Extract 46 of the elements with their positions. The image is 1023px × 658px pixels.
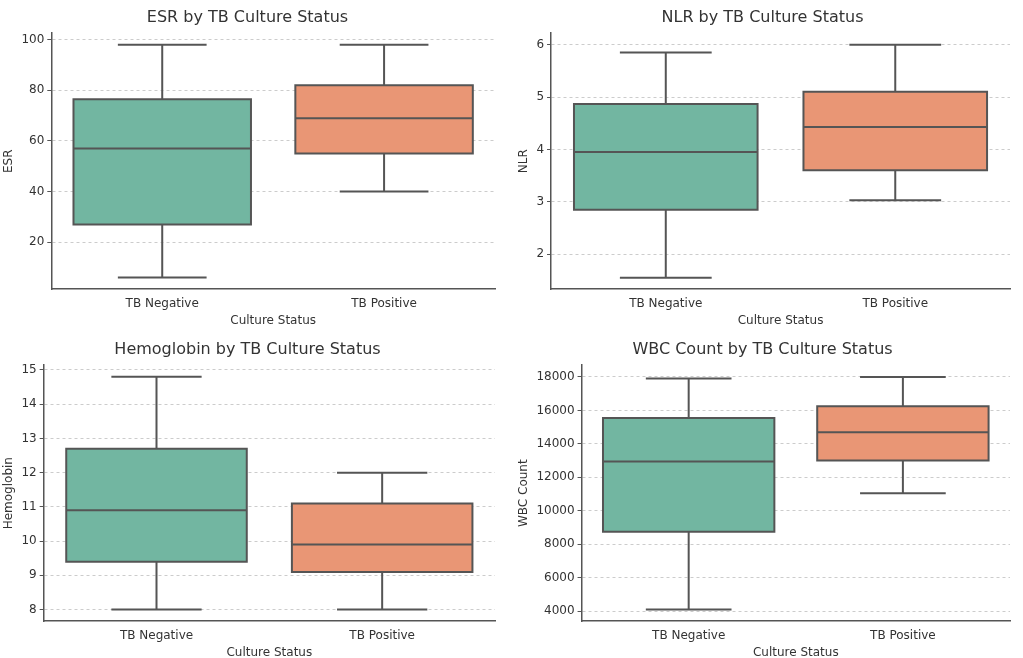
y-tick-label: 3	[536, 193, 545, 208]
y-tick-label: 2	[536, 246, 545, 261]
y-tick-label: 60	[29, 133, 45, 148]
y-tick-label: 100	[21, 31, 45, 46]
y-tick-label: 4000	[544, 603, 575, 618]
y-tick-label: 20	[29, 234, 45, 249]
y-tick-label: 14	[21, 396, 37, 411]
y-tick-label: 5	[536, 89, 545, 104]
y-tick-label: 6	[536, 36, 545, 51]
x-tick-label: TB Positive	[869, 627, 936, 642]
y-tick-label: 13	[21, 430, 37, 445]
x-tick-label: TB Negative	[118, 627, 194, 642]
y-axis-title: NLR	[516, 149, 531, 174]
y-axis-title: WBC Count	[516, 459, 531, 528]
x-tick-label: TB Negative	[124, 295, 199, 310]
chart-title: Hemoglobin by TB Culture Status	[114, 338, 381, 358]
x-axis-title: Culture Status	[230, 312, 317, 327]
chart-title: ESR by TB Culture Status	[146, 6, 349, 26]
y-tick-label: 12	[21, 464, 37, 479]
y-tick-label: 8000	[544, 536, 575, 551]
x-tick-label: TB Negative	[628, 295, 703, 310]
y-tick-label: 4	[536, 141, 545, 156]
y-tick-label: 9	[29, 567, 37, 582]
y-axis-title: ESR	[1, 149, 16, 173]
y-tick-label: 11	[21, 499, 37, 514]
y-tick-label: 40	[29, 183, 45, 198]
y-tick-label: 12000	[536, 469, 575, 484]
x-axis-title: Culture Status	[752, 644, 839, 658]
y-tick-label: 14000	[536, 435, 575, 450]
y-tick-label: 80	[29, 82, 45, 97]
y-tick-label: 6000	[544, 569, 575, 584]
y-axis-title: Hemoglobin	[1, 457, 16, 530]
x-tick-label: TB Negative	[651, 627, 726, 642]
x-axis-title: Culture Status	[226, 644, 313, 658]
x-tick-label: TB Positive	[861, 295, 929, 310]
chart-title: WBC Count by TB Culture Status	[632, 338, 893, 358]
y-tick-label: 8	[29, 601, 37, 616]
y-tick-label: 10000	[536, 502, 575, 517]
x-tick-label: TB Positive	[350, 295, 417, 310]
chart-title: NLR by TB Culture Status	[661, 6, 864, 26]
y-tick-label: 15	[21, 362, 37, 377]
y-tick-label: 18000	[536, 369, 575, 384]
y-tick-label: 16000	[536, 402, 575, 417]
x-axis-title: Culture Status	[737, 312, 824, 327]
y-tick-label: 10	[21, 533, 37, 548]
x-tick-label: TB Positive	[348, 627, 415, 642]
